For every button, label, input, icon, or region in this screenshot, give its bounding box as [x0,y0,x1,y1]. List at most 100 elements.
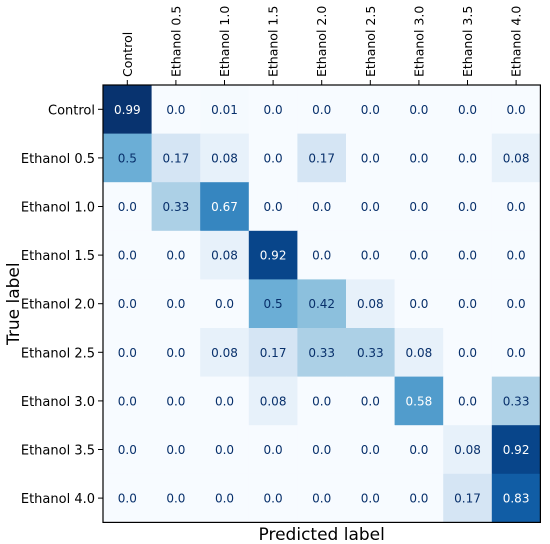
cell-value-label: 0.0 [312,200,331,214]
y-tick-label: Ethanol 2.0 [21,298,95,313]
heatmap-cell [200,182,250,232]
x-tick-label: Ethanol 3.5 [460,6,475,77]
y-tick-label: Ethanol 1.0 [21,201,95,216]
y-tick-label: Control [48,103,95,118]
heatmap-cell [491,328,541,377]
cell-value-label: 0.0 [409,200,428,214]
heatmap-cell [491,425,541,475]
cell-value-label: 0.08 [211,249,238,263]
heatmap-cell [248,133,298,183]
heatmap-cell [103,85,152,134]
cell-value-label: 0.08 [503,151,530,165]
heatmap-cell [443,279,493,329]
heatmap-cell [200,328,250,377]
cell-value-label: 0.33 [308,346,335,360]
cell-value-label: 0.0 [361,200,380,214]
heatmap-cell [346,182,395,232]
cell-value-label: 0.92 [260,249,287,263]
heatmap-cell [103,279,152,329]
heatmap-cell [200,425,250,475]
heatmap-cell [346,376,395,426]
cell-value-label: 0.0 [264,492,283,506]
cell-value-label: 0.0 [118,443,137,457]
cell-value-label: 0.08 [357,297,384,311]
heatmap-cell [443,230,493,280]
cell-value-label: 0.17 [308,151,335,165]
y-tick-label: Ethanol 0.5 [21,152,95,167]
cell-value-label: 0.0 [458,394,477,408]
cell-value-label: 0.17 [260,346,287,360]
x-tick-label: Ethanol 1.0 [217,6,232,77]
cell-value-label: 0.0 [458,151,477,165]
heatmap-cell [491,85,541,134]
cell-value-label: 0.0 [312,103,331,117]
heatmap-cell [200,133,250,183]
heatmap-cell [297,328,347,377]
cell-value-label: 0.0 [312,443,331,457]
cell-value-label: 0.08 [211,346,238,360]
heatmap-cell [491,133,541,183]
cell-value-label: 0.0 [409,249,428,263]
heatmap-cell [151,376,201,426]
cell-value-label: 0.33 [163,200,190,214]
heatmap-cell [297,376,347,426]
y-axis-label: True label [4,262,24,346]
heatmap-cell [248,328,298,377]
y-tick-label: Ethanol 1.5 [21,249,95,264]
cell-value-label: 0.08 [406,346,433,360]
x-tick-label: Control [120,32,135,77]
heatmap-cell [394,133,444,183]
cell-value-label: 0.17 [163,151,190,165]
heatmap-cell [151,328,201,377]
heatmap-cell [491,230,541,280]
cell-value-label: 0.0 [166,249,185,263]
cell-value-label: 0.0 [312,492,331,506]
heatmap-cell [346,473,395,523]
cell-value-label: 0.5 [118,151,137,165]
x-axis-ticks: Control Ethanol 0.5 Ethanol 1.0 Ethanol 1.5… [120,6,524,85]
cell-value-label: 0.99 [114,103,141,117]
heatmap-cell [103,182,152,232]
x-tick-label: Ethanol 1.5 [266,6,281,77]
heatmap-cell [200,473,250,523]
cell-value-label: 0.08 [211,151,238,165]
heatmap-cell [297,133,347,183]
cell-value-label: 0.0 [264,103,283,117]
cell-value-label: 0.0 [361,103,380,117]
x-tick-label: Ethanol 3.0 [411,6,426,77]
cell-value-label: 0.0 [166,394,185,408]
cell-value-label: 0.0 [118,200,137,214]
cell-value-label: 0.0 [409,297,428,311]
heatmap-cell [346,425,395,475]
y-tick-label: Ethanol 3.0 [21,395,95,410]
cell-value-label: 0.0 [409,443,428,457]
heatmap-cell [443,425,493,475]
heatmap-cell [151,85,201,134]
x-axis-label: Predicted label [259,525,385,544]
heatmap-cell [346,133,395,183]
heatmap-cell [297,473,347,523]
cell-value-label: 0.0 [361,151,380,165]
heatmap-cell [248,230,298,280]
heatmap-cell [248,182,298,232]
heatmap-cell [346,279,395,329]
heatmap-cell [394,182,444,232]
y-tick-label: Ethanol 3.5 [21,444,95,459]
cell-value-label: 0.0 [507,297,526,311]
cell-value-label: 0.0 [215,394,234,408]
heatmap-cell [297,230,347,280]
cell-value-label: 0.0 [118,346,137,360]
cell-value-label: 0.17 [454,492,481,506]
cell-value-label: 0.83 [503,492,530,506]
heatmap-cell [443,328,493,377]
heatmap-cell [103,230,152,280]
cell-value-label: 0.0 [118,249,137,263]
heatmap-cell [200,85,250,134]
cell-value-label: 0.0 [361,492,380,506]
cell-value-label: 0.5 [264,297,283,311]
heatmap-cell [491,279,541,329]
heatmap-cell [103,133,152,183]
heatmap-cells: 0.99 0.0 0.01 0.0 0.0 0.0 0.0 0.0 0.0 0.5 0.17 0.08… [103,85,541,523]
cell-value-label: 0.0 [361,443,380,457]
cell-value-label: 0.0 [166,346,185,360]
